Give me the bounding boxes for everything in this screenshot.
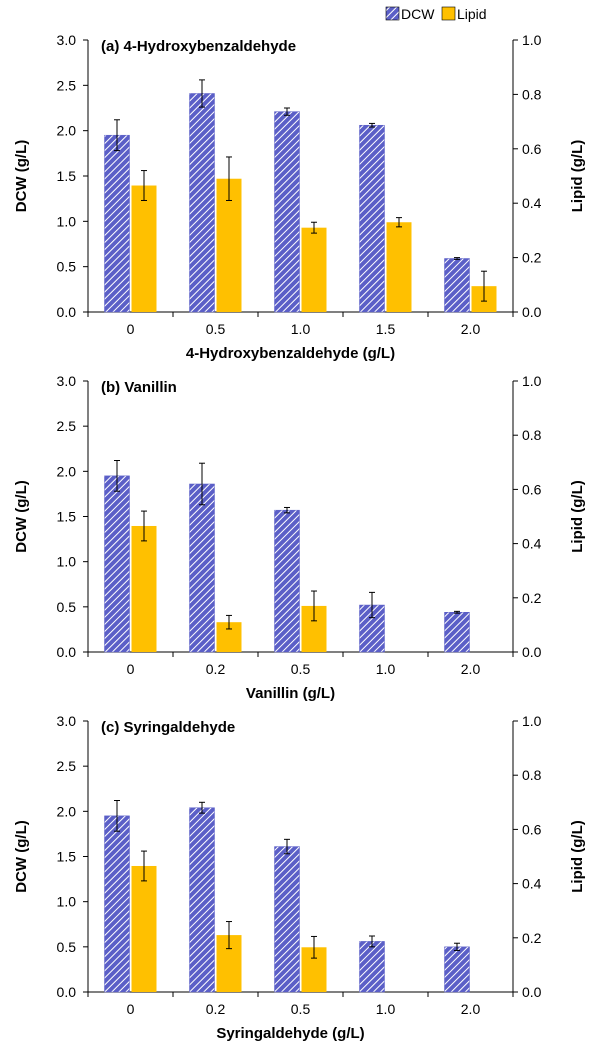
dcw-bar: [274, 846, 300, 993]
x-tick-label: 1.0: [376, 661, 396, 677]
lipid-bar: [386, 222, 412, 312]
y-left-tick-label: 0.5: [57, 939, 77, 955]
panel-title: (b) Vanillin: [101, 379, 177, 396]
dcw-bar: [104, 815, 130, 993]
y-left-tick-label: 3.0: [57, 713, 77, 729]
y-right-tick-label: 0.2: [522, 590, 542, 606]
y-axis-left-label: DCW (g/L): [13, 480, 30, 552]
x-tick-label: 0: [127, 1001, 135, 1017]
x-tick-label: 0: [127, 321, 135, 337]
chart-panels: 0.0 0.5 1.0 1.5 2.0 2.5 3.0 0.0 0.2 0.4 0.6 0.8 1.0 0…: [13, 32, 586, 1042]
dcw-bar: [189, 483, 215, 653]
dcw-bar: [444, 612, 470, 653]
y-right-tick-label: 0.8: [522, 86, 542, 102]
x-axis-label: Syringaldehyde (g/L): [216, 1025, 364, 1042]
y-left-tick-label: 1.0: [57, 554, 77, 570]
dcw-bar: [189, 93, 215, 313]
y-left-tick-label: 2.5: [57, 77, 77, 93]
y-right-tick-label: 1.0: [522, 373, 542, 389]
y-right-tick-label: 1.0: [522, 713, 542, 729]
y-right-tick-label: 0.2: [522, 930, 542, 946]
y-left-tick-label: 1.0: [57, 894, 77, 910]
dcw-bar: [104, 475, 130, 653]
y-right-tick-label: 0.6: [522, 481, 542, 497]
y-right-tick-label: 0.8: [522, 767, 542, 783]
x-tick-label: 0.2: [206, 1001, 226, 1017]
lipid-bar: [301, 227, 327, 312]
y-left-tick-label: 0.0: [57, 644, 77, 660]
x-axis-label: Vanillin (g/L): [246, 685, 335, 702]
y-axis-right-label: Lipid (g/L): [569, 820, 586, 892]
chart-panel-1: 0.0 0.5 1.0 1.5 2.0 2.5 3.0 0.0 0.2 0.4 0.6 0.8 1.0 0…: [13, 32, 586, 362]
x-tick-label: 0.5: [291, 1001, 311, 1017]
y-right-tick-label: 0.0: [522, 984, 542, 1000]
y-right-tick-label: 0.4: [522, 876, 542, 892]
y-left-tick-label: 1.5: [57, 168, 77, 184]
y-left-tick-label: 0.0: [57, 984, 77, 1000]
x-tick-label: 0.2: [206, 661, 226, 677]
x-tick-label: 0: [127, 661, 135, 677]
y-right-tick-label: 0.0: [522, 644, 542, 660]
y-left-tick-label: 1.5: [57, 849, 77, 865]
y-left-tick-label: 0.5: [57, 599, 77, 615]
legend-dcw-swatch: [385, 6, 400, 21]
x-tick-label: 0.5: [206, 321, 226, 337]
y-axis-left-label: DCW (g/L): [13, 820, 30, 892]
x-tick-label: 2.0: [461, 661, 481, 677]
x-tick-label: 2.0: [461, 321, 481, 337]
x-tick-label: 0.5: [291, 661, 311, 677]
y-left-tick-label: 1.5: [57, 509, 77, 525]
y-axis-right-label: Lipid (g/L): [569, 140, 586, 212]
dcw-bar: [274, 509, 300, 653]
legend-lipid-label: Lipid: [457, 6, 487, 22]
x-tick-label: 2.0: [461, 1001, 481, 1017]
y-left-tick-label: 3.0: [57, 32, 77, 48]
y-axis-right-label: Lipid (g/L): [569, 480, 586, 552]
dcw-bar: [274, 111, 300, 313]
y-right-tick-label: 0.6: [522, 821, 542, 837]
lipid-bar: [131, 865, 157, 992]
dcw-bar: [189, 807, 215, 993]
y-left-tick-label: 0.0: [57, 304, 77, 320]
y-left-tick-label: 0.5: [57, 259, 77, 275]
y-left-tick-label: 2.5: [57, 758, 77, 774]
y-right-tick-label: 0.6: [522, 141, 542, 157]
lipid-bar: [131, 185, 157, 312]
lipid-bar: [131, 525, 157, 652]
x-tick-label: 1.5: [376, 321, 396, 337]
dcw-bar: [359, 124, 385, 313]
legend-lipid-swatch: [441, 6, 456, 21]
legend-dcw-label: DCW: [401, 6, 435, 22]
chart-panel-2: 0.0 0.5 1.0 1.5 2.0 2.5 3.0 0.0 0.2 0.4 0.6 0.8 1.0 0…: [13, 373, 586, 702]
y-left-tick-label: 2.0: [57, 123, 77, 139]
x-tick-label: 1.0: [291, 321, 311, 337]
x-tick-label: 1.0: [376, 1001, 396, 1017]
y-right-tick-label: 0.8: [522, 427, 542, 443]
y-left-tick-label: 1.0: [57, 213, 77, 229]
y-right-tick-label: 1.0: [522, 32, 542, 48]
chart-panel-3: 0.0 0.5 1.0 1.5 2.0 2.5 3.0 0.0 0.2 0.4 0.6 0.8 1.0 0…: [13, 713, 586, 1042]
dcw-bar: [444, 946, 470, 993]
y-left-tick-label: 2.0: [57, 803, 77, 819]
y-left-tick-label: 2.0: [57, 463, 77, 479]
x-axis-label: 4-Hydroxybenzaldehyde (g/L): [186, 345, 395, 362]
dcw-bar: [104, 134, 130, 313]
y-right-tick-label: 0.2: [522, 250, 542, 266]
chart-legend: DCW Lipid: [385, 6, 487, 22]
y-left-tick-label: 2.5: [57, 418, 77, 434]
y-left-tick-label: 3.0: [57, 373, 77, 389]
y-right-tick-label: 0.0: [522, 304, 542, 320]
panel-title: (a) 4-Hydroxybenzaldehyde: [101, 38, 296, 55]
y-right-tick-label: 0.4: [522, 195, 542, 211]
y-axis-left-label: DCW (g/L): [13, 140, 30, 212]
dcw-bar: [359, 941, 385, 993]
dcw-bar: [444, 258, 470, 313]
panel-title: (c) Syringaldehyde: [101, 719, 235, 736]
y-right-tick-label: 0.4: [522, 536, 542, 552]
